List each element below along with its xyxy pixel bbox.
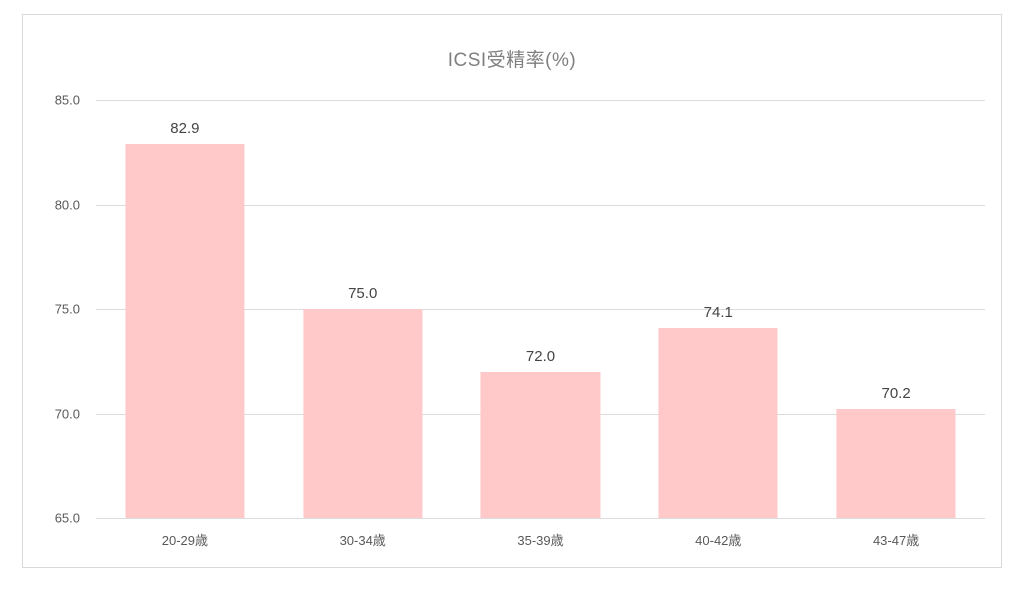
plot-area: 82.9 75.0 72.0 74.1 70.2 <box>96 100 985 519</box>
bar-value-label: 74.1 <box>703 303 733 321</box>
bar-slot: 74.1 <box>629 100 807 518</box>
y-tick-label: 85.0 <box>54 92 80 108</box>
y-tick-label: 65.0 <box>54 510 80 526</box>
x-axis: 20-29歳 30-34歳 35-39歳 40-42歳 43-47歳 <box>96 518 985 549</box>
bar-value-label: 82.9 <box>170 119 200 137</box>
bar-35-39歳 <box>480 371 601 518</box>
bar-43-47歳 <box>836 409 956 518</box>
bar-40-42歳 <box>658 327 778 518</box>
bars-row: 82.9 75.0 72.0 74.1 70.2 <box>96 100 985 518</box>
y-axis: 85.0 80.0 75.0 70.0 65.0 <box>22 93 88 526</box>
bar-value-label: 75.0 <box>348 285 378 302</box>
bar-slot: 72.0 <box>452 100 630 518</box>
gridline <box>96 518 985 519</box>
y-tick-label: 80.0 <box>54 197 80 212</box>
gridline <box>96 204 985 206</box>
chart-title: ICSI受精率(%) <box>447 50 577 71</box>
y-tick-label: 70.0 <box>54 406 80 421</box>
bar-value-label: 72.0 <box>525 347 556 365</box>
bar-value-label: 70.2 <box>881 385 911 403</box>
gridline <box>96 309 985 310</box>
x-tick-label: 35-39歳 <box>517 533 564 548</box>
bar-20-29歳 <box>125 143 245 518</box>
bar-slot: 82.9 <box>96 100 274 518</box>
bar-slot: 70.2 <box>807 100 985 518</box>
x-tick-label: 20-29歳 <box>161 533 209 548</box>
bar-slot: 75.0 <box>274 100 452 518</box>
x-tick-label: 43-47歳 <box>872 533 920 548</box>
gridline <box>96 100 985 101</box>
bar-30-34歳 <box>303 309 423 518</box>
x-tick-label: 40-42歳 <box>695 533 742 548</box>
y-tick-label: 75.0 <box>54 301 80 317</box>
x-tick-label: 30-34歳 <box>339 533 386 548</box>
